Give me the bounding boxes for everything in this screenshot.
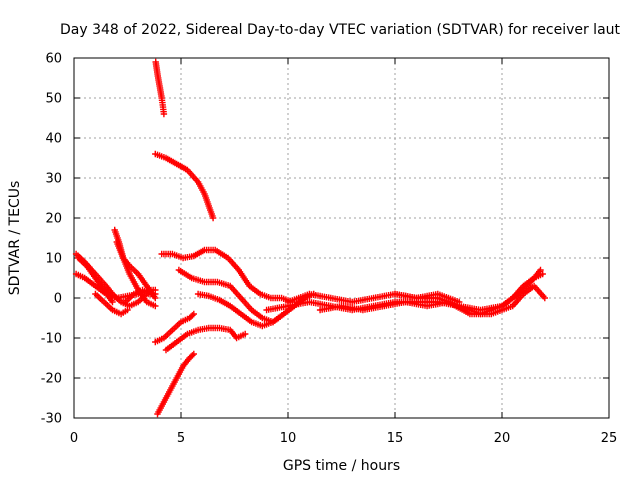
series-arc-18 [316, 282, 548, 318]
data-point [124, 306, 131, 314]
x-tick-label: 15 [387, 431, 404, 446]
x-tick-label: 5 [177, 431, 185, 446]
y-axis-title: SDTVAR / TECUs [7, 181, 23, 296]
y-tick-label: -30 [41, 412, 62, 427]
series-arc-10 [158, 246, 296, 306]
x-tick-label: 0 [70, 431, 78, 446]
data-point [541, 294, 548, 302]
series-arc-19 [391, 290, 463, 306]
series-arc-13 [152, 310, 197, 346]
x-tick-label: 20 [494, 431, 511, 446]
plot-frame [73, 57, 610, 419]
data-point [189, 352, 196, 359]
y-tick-label: -10 [41, 332, 62, 347]
data-point [280, 310, 287, 318]
data-point [456, 298, 463, 306]
axis-ticks: 0 5 10 15 20 25 -30 -20 -10 0 10 20 30 40 50 60 [41, 52, 618, 447]
series-arc-7 [122, 286, 155, 306]
y-tick-label: 10 [45, 252, 62, 267]
x-tick-label: 10 [280, 431, 297, 446]
data-point [109, 298, 116, 306]
series-arc-14 [162, 324, 249, 354]
data-point [189, 312, 196, 319]
data-point [152, 302, 159, 310]
series-arc-15 [154, 350, 197, 418]
x-tick-label: 25 [601, 431, 618, 446]
series-arc-12 [194, 290, 287, 330]
y-tick-label: 60 [45, 52, 62, 67]
grid [74, 58, 609, 418]
series-arc-3 [75, 254, 116, 306]
y-tick-label: 30 [45, 172, 62, 187]
series-arc-8 [152, 58, 168, 118]
data-point [209, 214, 217, 222]
chart-title: Day 348 of 2022, Sidereal Day-to-day VTE… [60, 22, 621, 38]
data-point [160, 110, 168, 118]
series-arc-9 [152, 150, 217, 222]
data-point [152, 294, 159, 302]
data-point [190, 310, 197, 318]
data-point [190, 350, 197, 358]
x-axis-title: GPS time / hours [283, 458, 400, 474]
data-points [72, 58, 548, 418]
data-point [242, 330, 249, 338]
y-tick-label: 50 [45, 92, 62, 107]
data-point [539, 270, 546, 278]
series-arc-4 [92, 290, 131, 318]
y-tick-label: 0 [54, 292, 62, 307]
data-point [152, 286, 159, 294]
data-point [147, 290, 155, 298]
y-tick-label: -20 [41, 372, 62, 387]
y-tick-label: 20 [45, 212, 62, 227]
y-tick-label: 40 [45, 132, 62, 147]
